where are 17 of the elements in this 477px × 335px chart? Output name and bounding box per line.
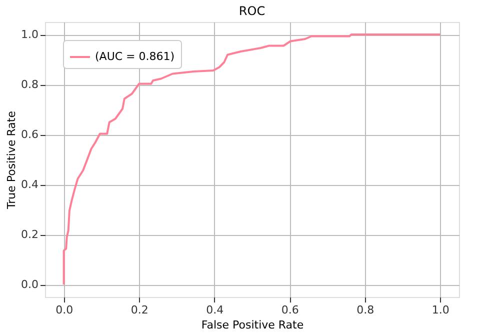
x-axis-title: False Positive Rate	[201, 318, 304, 332]
x-tick-label: 0.4	[206, 304, 224, 316]
y-tick-label: 1.0	[21, 28, 38, 41]
x-tick-label: 0.2	[130, 304, 148, 316]
y-tick-label: 0.4	[21, 178, 38, 191]
x-tick-label: 0.0	[56, 304, 74, 316]
y-tick-label: 0.8	[21, 78, 38, 91]
y-axis-title: True Positive Rate	[5, 110, 18, 210]
legend-label: (AUC = 0.861)	[95, 50, 175, 63]
y-tick-label: 0.0	[21, 278, 38, 291]
y-tick-label: 0.2	[21, 228, 38, 241]
y-tick-label: 0.6	[21, 128, 38, 141]
chart-title: ROC	[238, 4, 266, 18]
x-tick-label: 0.6	[281, 304, 299, 316]
x-tick-label: 1.0	[432, 304, 450, 316]
line-series	[62, 34, 442, 286]
x-tick-label: 0.8	[356, 304, 374, 316]
